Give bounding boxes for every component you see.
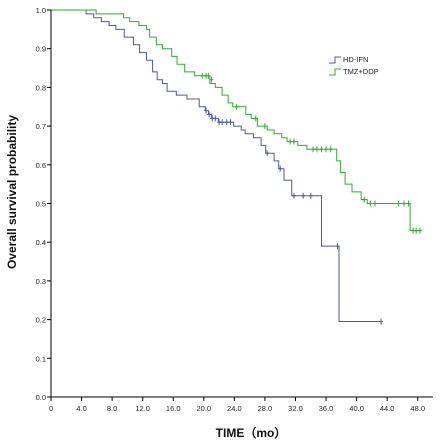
censor-mark-tmz-ddp xyxy=(314,146,319,153)
censor-mark-tmz-ddp xyxy=(253,115,258,122)
y-tick-label: 0.0 xyxy=(36,393,46,402)
censor-mark-tmz-ddp xyxy=(209,76,214,83)
x-tick-label: 36.0 xyxy=(319,404,334,413)
x-axis-title: TIME（mo） xyxy=(216,425,287,440)
y-tick-label: 0.4 xyxy=(36,238,46,247)
legend-swatch-hd-ifn xyxy=(329,56,341,64)
censor-mark-hd-ifn xyxy=(379,318,384,325)
y-tick-label: 0.9 xyxy=(36,45,46,54)
x-tick-label: 12.0 xyxy=(135,404,150,413)
x-tick-label: 32.0 xyxy=(288,404,303,413)
censor-mark-tmz-ddp xyxy=(319,146,324,153)
censor-mark-tmz-ddp xyxy=(372,200,377,207)
legend-swatch-tmz-ddp xyxy=(329,68,341,76)
y-tick-label: 0.5 xyxy=(36,200,46,209)
censor-mark-tmz-ddp xyxy=(200,72,205,79)
y-tick-label: 0.7 xyxy=(36,122,46,131)
y-tick-label: 1.0 xyxy=(36,6,46,15)
x-tick-label: 0 xyxy=(49,404,53,413)
censor-mark-tmz-ddp xyxy=(288,138,293,145)
x-tick-label: 24.0 xyxy=(227,404,242,413)
y-tick-label: 0.6 xyxy=(36,161,46,170)
censor-mark-hd-ifn xyxy=(224,119,229,126)
axes-layer: 0.0 0.1 0.2 0.3 0.4 0.5 0.6 0.7 0.8 0.9 1.0 0 4.0 8.0… xyxy=(36,6,433,413)
x-tick-label: 40.0 xyxy=(349,404,364,413)
legend-label-hd-ifn: HD-IFN xyxy=(343,55,368,64)
x-tick-label: 28.0 xyxy=(258,404,273,413)
censor-mark-hd-ifn xyxy=(278,165,283,172)
censor-mark-hd-ifn xyxy=(207,111,212,118)
censor-mark-hd-ifn xyxy=(301,192,306,199)
x-tick-label: 20.0 xyxy=(196,404,211,413)
legend: HD-IFN TMZ+DDP xyxy=(329,55,379,76)
legend-label-tmz-ddp: TMZ+DDP xyxy=(343,67,379,76)
x-tick-label: 48.0 xyxy=(410,404,425,413)
censor-mark-tmz-ddp xyxy=(414,227,419,234)
x-tick-label: 44.0 xyxy=(380,404,395,413)
censor-mark-tmz-ddp xyxy=(291,138,296,145)
censor-mark-hd-ifn xyxy=(213,115,218,122)
series-line-tmz-ddp xyxy=(51,9,420,232)
censor-mark-tmz-ddp xyxy=(234,103,239,110)
y-tick-label: 0.3 xyxy=(36,277,46,286)
y-tick-label: 0.2 xyxy=(36,316,46,325)
x-tick-label: 16.0 xyxy=(166,404,181,413)
y-tick-label: 0.1 xyxy=(36,354,46,363)
censor-mark-tmz-ddp xyxy=(396,200,401,207)
x-tick-label: 8.0 xyxy=(107,404,117,413)
censor-mark-tmz-ddp xyxy=(368,200,373,207)
censor-mark-hd-ifn xyxy=(220,119,225,126)
censor-mark-tmz-ddp xyxy=(206,72,211,79)
censor-mark-tmz-ddp xyxy=(362,196,367,203)
censor-mark-hd-ifn xyxy=(335,243,340,250)
censor-mark-hd-ifn xyxy=(204,107,209,114)
censor-mark-hd-ifn xyxy=(291,192,296,199)
censor-mark-tmz-ddp xyxy=(311,146,316,153)
series-line-hd-ifn xyxy=(51,9,381,322)
censor-mark-tmz-ddp xyxy=(401,200,406,207)
censor-mark-tmz-ddp xyxy=(406,200,411,207)
censor-mark-hd-ifn xyxy=(265,150,270,157)
censor-mark-hd-ifn xyxy=(228,119,233,126)
censor-mark-tmz-ddp xyxy=(418,227,423,234)
censor-mark-tmz-ddp xyxy=(324,146,329,153)
y-tick-label: 0.8 xyxy=(36,83,46,92)
censor-mark-tmz-ddp xyxy=(328,146,333,153)
x-tick-label: 4.0 xyxy=(76,404,86,413)
y-axis-title: Overall survival probability xyxy=(5,115,19,269)
censor-mark-tmz-ddp xyxy=(262,123,267,130)
series-layer xyxy=(51,9,423,325)
censor-mark-hd-ifn xyxy=(308,192,313,199)
